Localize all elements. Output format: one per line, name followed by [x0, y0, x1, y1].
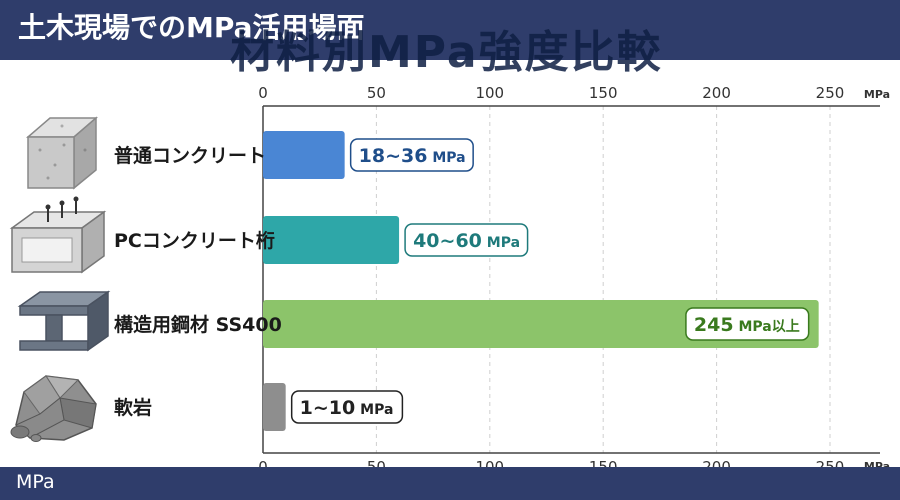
category-label: 普通コンクリート: [114, 144, 266, 167]
x-tick-label-bottom: 0: [258, 458, 268, 467]
pc-girder-icon: [9, 196, 107, 274]
data-label-box: [349, 138, 474, 172]
x-unit-label-bottom: MPa: [864, 460, 890, 467]
x-tick-label-top: 0: [258, 84, 268, 102]
rock-icon: [10, 375, 97, 442]
title-bar: 土木現場でのMPa活用場面: [0, 0, 900, 60]
data-label-box: [685, 307, 810, 341]
data-label-box: [404, 223, 529, 257]
x-tick-label-bottom: 150: [589, 458, 618, 467]
concrete-block-icon: [25, 116, 99, 190]
x-tick-label-bottom: 100: [475, 458, 504, 467]
bar: [263, 131, 345, 179]
category-label: 構造用鋼材 SS400: [114, 313, 282, 336]
category-label: PCコンクリート桁: [114, 229, 275, 252]
x-tick-label-top: 200: [702, 84, 731, 102]
x-tick-label-top: 100: [475, 84, 504, 102]
x-tick-label-bottom: 250: [816, 458, 845, 467]
data-label-box: [290, 390, 404, 424]
x-unit-label-top: MPa: [864, 88, 890, 101]
bar: [263, 216, 400, 264]
footer-label: MPa: [16, 471, 55, 493]
data-label: 245 MPa以上: [694, 314, 800, 336]
page-title: 土木現場でのMPa活用場面: [18, 11, 365, 44]
bar: [263, 300, 819, 348]
x-tick-label-bottom: 200: [702, 458, 731, 467]
bar-chart: 0 0 50 50 100 100 150 150 200 200 250 250 MPa MPa 普通コ…: [9, 84, 890, 467]
x-tick-label-top: 50: [367, 84, 386, 102]
category-label: 軟岩: [114, 396, 152, 419]
data-label: 40~60 MPa: [413, 230, 520, 252]
x-tick-label-top: 150: [589, 84, 618, 102]
steel-beam-icon: [17, 290, 111, 352]
x-tick-label-bottom: 50: [367, 458, 386, 467]
footer-bar: MPa: [0, 467, 900, 500]
x-tick-label-top: 250: [816, 84, 845, 102]
ghost-title: 材料別MPa強度比較: [230, 27, 663, 78]
bar: [263, 383, 286, 431]
data-label: 1~10 MPa: [300, 397, 394, 419]
data-label: 18~36 MPa: [359, 145, 466, 167]
